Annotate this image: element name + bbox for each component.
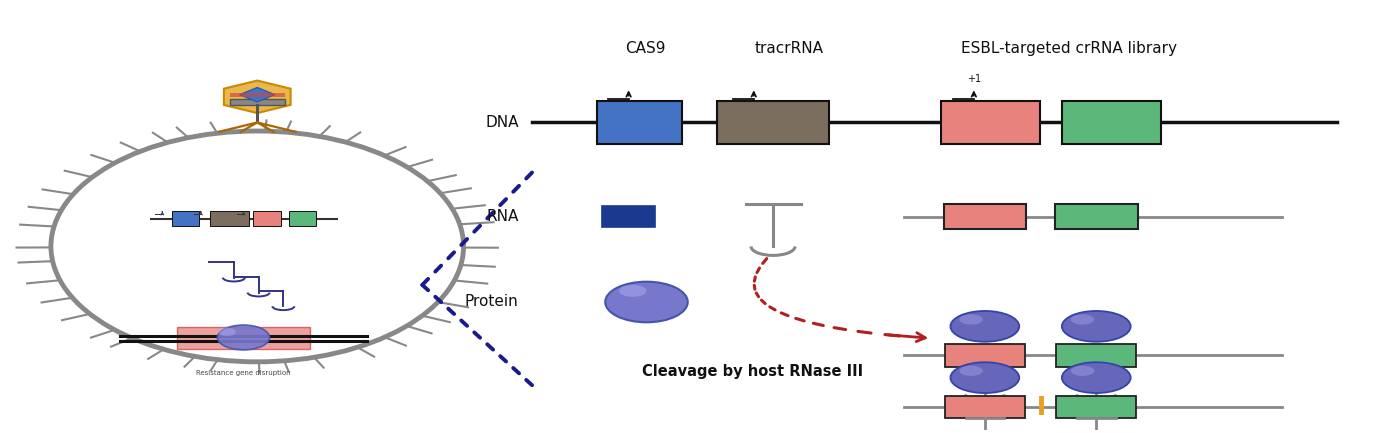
Text: CAS9: CAS9: [624, 41, 666, 56]
Ellipse shape: [217, 325, 269, 350]
Ellipse shape: [960, 366, 983, 376]
FancyBboxPatch shape: [1055, 204, 1138, 229]
Text: Resistance gene disruption: Resistance gene disruption: [196, 370, 291, 376]
Ellipse shape: [218, 328, 236, 336]
FancyBboxPatch shape: [253, 211, 280, 226]
FancyBboxPatch shape: [173, 211, 199, 226]
FancyBboxPatch shape: [289, 211, 316, 226]
FancyBboxPatch shape: [229, 99, 284, 104]
Text: ESBL-targeted crRNA library: ESBL-targeted crRNA library: [961, 41, 1177, 56]
Text: Cleavage by host RNase III: Cleavage by host RNase III: [642, 364, 863, 379]
Ellipse shape: [950, 311, 1019, 342]
Polygon shape: [224, 81, 290, 113]
Ellipse shape: [1070, 366, 1094, 376]
FancyBboxPatch shape: [602, 206, 655, 227]
Text: tracrRNA: tracrRNA: [755, 41, 824, 56]
Ellipse shape: [1070, 314, 1094, 325]
FancyBboxPatch shape: [229, 94, 284, 97]
Ellipse shape: [960, 314, 983, 325]
FancyBboxPatch shape: [940, 101, 1040, 144]
FancyBboxPatch shape: [945, 396, 1025, 418]
Text: +1: +1: [967, 74, 981, 84]
FancyBboxPatch shape: [1056, 344, 1137, 366]
FancyBboxPatch shape: [210, 211, 249, 226]
Polygon shape: [239, 87, 275, 102]
FancyBboxPatch shape: [1062, 101, 1161, 144]
Ellipse shape: [1062, 311, 1131, 342]
Text: Protein: Protein: [465, 294, 519, 310]
Ellipse shape: [619, 285, 646, 297]
FancyBboxPatch shape: [945, 344, 1025, 366]
Text: DNA: DNA: [485, 115, 519, 130]
FancyBboxPatch shape: [597, 101, 682, 144]
Ellipse shape: [950, 362, 1019, 393]
FancyBboxPatch shape: [717, 101, 830, 144]
Ellipse shape: [1062, 362, 1131, 393]
Text: RNA: RNA: [486, 209, 519, 224]
FancyBboxPatch shape: [1056, 396, 1137, 418]
FancyBboxPatch shape: [943, 204, 1026, 229]
FancyBboxPatch shape: [178, 327, 309, 349]
Ellipse shape: [605, 282, 688, 322]
